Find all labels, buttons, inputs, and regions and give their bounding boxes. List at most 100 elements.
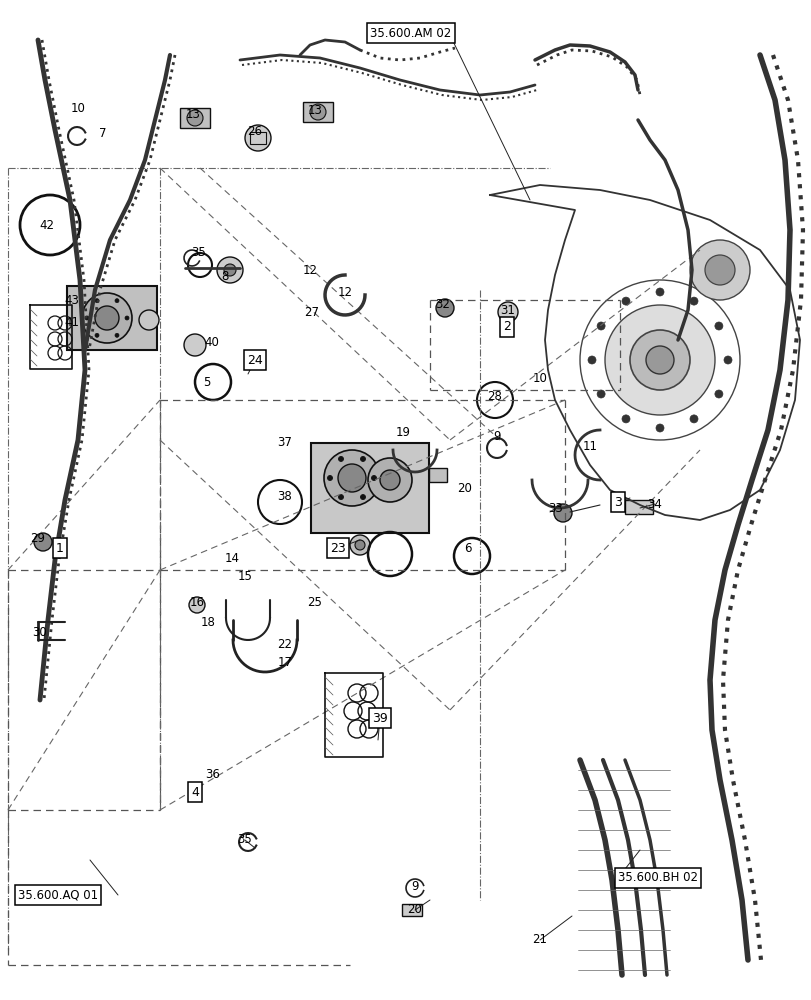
Circle shape: [338, 495, 343, 500]
Circle shape: [350, 535, 370, 555]
Text: 27: 27: [304, 306, 319, 320]
Text: 15: 15: [238, 570, 252, 584]
Circle shape: [310, 104, 325, 120]
Text: 40: 40: [204, 336, 219, 350]
Text: 38: 38: [277, 490, 292, 504]
Text: 12: 12: [303, 263, 317, 276]
Circle shape: [646, 346, 673, 374]
Circle shape: [95, 299, 99, 303]
Text: 23: 23: [330, 542, 345, 554]
Circle shape: [621, 297, 629, 305]
Text: 39: 39: [371, 711, 388, 724]
Text: 30: 30: [32, 626, 47, 640]
Circle shape: [596, 322, 604, 330]
Text: 3: 3: [613, 495, 621, 508]
Circle shape: [115, 299, 119, 303]
Text: 36: 36: [205, 768, 220, 782]
Text: 26: 26: [247, 125, 262, 138]
Bar: [67, 286, 157, 350]
Circle shape: [380, 470, 400, 490]
Text: 20: 20: [457, 482, 472, 494]
Text: 32: 32: [435, 298, 450, 310]
Circle shape: [82, 293, 132, 343]
Text: 9: 9: [492, 430, 500, 444]
Circle shape: [354, 540, 365, 550]
Text: 16: 16: [189, 595, 204, 608]
Text: 20: 20: [407, 903, 422, 916]
Text: 24: 24: [247, 354, 263, 366]
Circle shape: [189, 597, 204, 613]
Text: 13: 13: [186, 108, 200, 121]
Text: 8: 8: [221, 269, 229, 282]
Text: 1: 1: [56, 542, 64, 554]
Circle shape: [497, 302, 517, 322]
Bar: [180, 108, 210, 128]
Circle shape: [689, 240, 749, 300]
Bar: [303, 102, 333, 122]
Text: 10: 10: [532, 371, 547, 384]
Text: 19: 19: [395, 426, 410, 438]
Circle shape: [327, 476, 332, 481]
Circle shape: [115, 333, 119, 337]
Text: 10: 10: [71, 102, 85, 115]
Bar: [250, 132, 266, 144]
Text: 2: 2: [503, 320, 510, 334]
Circle shape: [655, 424, 663, 432]
Circle shape: [125, 316, 129, 320]
Text: 31: 31: [500, 304, 515, 316]
Circle shape: [629, 330, 689, 390]
Circle shape: [723, 356, 731, 364]
Text: 12: 12: [337, 286, 352, 298]
Circle shape: [371, 476, 376, 481]
Circle shape: [139, 310, 159, 330]
Bar: [624, 500, 652, 514]
Text: 35.600.AM 02: 35.600.AM 02: [370, 27, 451, 40]
Circle shape: [360, 456, 365, 461]
Circle shape: [85, 316, 89, 320]
Text: 28: 28: [487, 389, 502, 402]
Text: 13: 13: [307, 104, 322, 117]
Text: 25: 25: [307, 596, 322, 609]
Circle shape: [337, 464, 366, 492]
Circle shape: [596, 390, 604, 398]
Text: 18: 18: [200, 615, 215, 628]
Text: 33: 33: [548, 502, 563, 516]
Text: 35.600.BH 02: 35.600.BH 02: [617, 871, 697, 884]
Circle shape: [324, 450, 380, 506]
Circle shape: [217, 257, 242, 283]
Circle shape: [621, 415, 629, 423]
Circle shape: [360, 495, 365, 500]
Text: 22: 22: [277, 638, 292, 652]
Text: 4: 4: [191, 786, 199, 798]
Circle shape: [245, 125, 271, 151]
Text: 43: 43: [65, 294, 79, 306]
Circle shape: [224, 264, 236, 276]
Circle shape: [95, 333, 99, 337]
Circle shape: [436, 299, 453, 317]
Text: 34: 34: [646, 497, 662, 510]
Circle shape: [704, 255, 734, 285]
Circle shape: [714, 322, 722, 330]
Circle shape: [367, 458, 411, 502]
Circle shape: [604, 305, 714, 415]
Text: 37: 37: [277, 436, 292, 450]
Circle shape: [689, 297, 697, 305]
Text: 35: 35: [191, 246, 206, 259]
Circle shape: [187, 110, 203, 126]
Text: 35: 35: [238, 833, 252, 846]
Text: 6: 6: [464, 542, 471, 556]
Circle shape: [689, 415, 697, 423]
Circle shape: [95, 306, 119, 330]
Text: 14: 14: [224, 552, 239, 566]
Circle shape: [714, 390, 722, 398]
Text: 7: 7: [99, 127, 106, 140]
Bar: [401, 904, 422, 916]
Circle shape: [655, 288, 663, 296]
Circle shape: [587, 356, 595, 364]
Text: 5: 5: [203, 376, 210, 389]
Text: 41: 41: [64, 316, 79, 328]
Text: 9: 9: [410, 880, 418, 894]
Text: 11: 11: [581, 440, 597, 454]
Circle shape: [34, 533, 52, 551]
Text: 17: 17: [277, 656, 292, 668]
